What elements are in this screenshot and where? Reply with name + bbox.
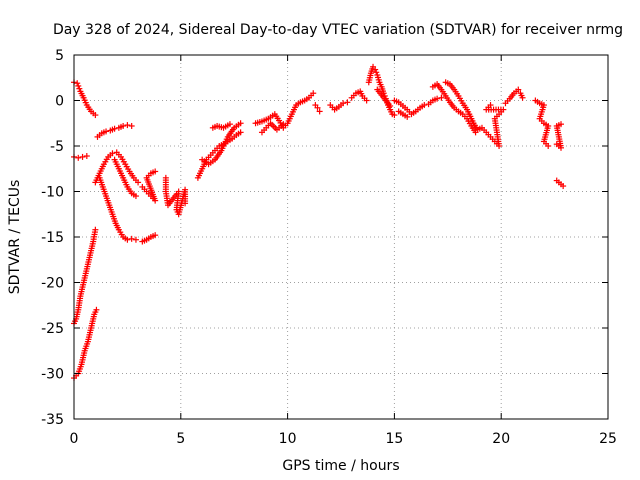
data-point bbox=[128, 122, 135, 129]
data-point bbox=[152, 168, 159, 175]
data-point bbox=[344, 99, 351, 106]
data-point bbox=[560, 183, 567, 190]
data-point bbox=[128, 235, 135, 242]
data-point bbox=[237, 129, 244, 136]
data-point bbox=[92, 112, 99, 119]
data-point bbox=[487, 102, 494, 109]
data-point bbox=[76, 85, 83, 92]
data-point bbox=[226, 121, 233, 128]
data-point bbox=[237, 120, 244, 127]
data-point bbox=[421, 102, 428, 109]
data-point bbox=[109, 150, 116, 157]
data-point bbox=[124, 122, 131, 129]
x-tick-label: 0 bbox=[70, 431, 79, 447]
y-tick-label: -30 bbox=[41, 367, 64, 383]
data-point bbox=[387, 102, 394, 109]
data-point bbox=[120, 122, 127, 129]
y-tick-label: -35 bbox=[41, 412, 64, 428]
data-point bbox=[79, 153, 86, 160]
data-point bbox=[182, 200, 189, 207]
data-point bbox=[103, 128, 110, 135]
y-tick-label: 0 bbox=[55, 94, 64, 110]
data-point bbox=[152, 232, 159, 239]
data-point bbox=[280, 121, 287, 128]
data-points bbox=[71, 63, 567, 382]
data-point bbox=[74, 80, 81, 87]
y-tick-label: 5 bbox=[55, 48, 64, 64]
x-axis-label: GPS time / hours bbox=[282, 458, 399, 474]
data-point bbox=[519, 94, 526, 101]
data-point bbox=[314, 104, 321, 111]
x-tick-label: 10 bbox=[279, 431, 297, 447]
data-point bbox=[310, 90, 317, 97]
grid bbox=[74, 55, 608, 419]
data-point bbox=[372, 66, 379, 73]
data-point bbox=[83, 153, 90, 160]
data-point bbox=[132, 236, 139, 243]
x-tick-label: 15 bbox=[385, 431, 403, 447]
data-point bbox=[93, 306, 100, 313]
y-tick-label: -15 bbox=[41, 230, 64, 246]
data-point bbox=[124, 236, 131, 243]
data-point bbox=[391, 112, 398, 119]
data-point bbox=[434, 95, 441, 102]
data-point bbox=[111, 125, 118, 132]
y-tick-label: -25 bbox=[41, 321, 64, 337]
axis-ticks: 0 5 10 15 20 25 5 0 -5 -10 -15 -20 -25 -30 -35 bbox=[41, 48, 617, 447]
data-point bbox=[438, 94, 445, 101]
data-point bbox=[404, 113, 411, 120]
x-tick-label: 25 bbox=[599, 431, 617, 447]
x-tick-label: 20 bbox=[492, 431, 510, 447]
y-tick-label: -20 bbox=[41, 276, 64, 292]
data-point bbox=[340, 100, 347, 107]
chart-title: Day 328 of 2024, Sidereal Day-to-day VTE… bbox=[53, 22, 623, 38]
y-tick-label: -10 bbox=[41, 185, 64, 201]
data-point bbox=[373, 69, 380, 76]
data-point bbox=[75, 82, 82, 89]
data-point bbox=[545, 143, 552, 149]
data-point bbox=[558, 121, 565, 128]
data-point bbox=[132, 193, 139, 200]
data-point bbox=[363, 97, 370, 104]
data-point bbox=[75, 154, 82, 161]
data-point bbox=[515, 86, 522, 93]
y-tick-label: -5 bbox=[50, 139, 64, 155]
y-axis-label: SDTVAR / TECUs bbox=[7, 180, 23, 295]
data-point bbox=[316, 108, 323, 115]
data-point bbox=[135, 179, 142, 186]
x-tick-label: 5 bbox=[176, 431, 185, 447]
data-point bbox=[92, 226, 99, 233]
